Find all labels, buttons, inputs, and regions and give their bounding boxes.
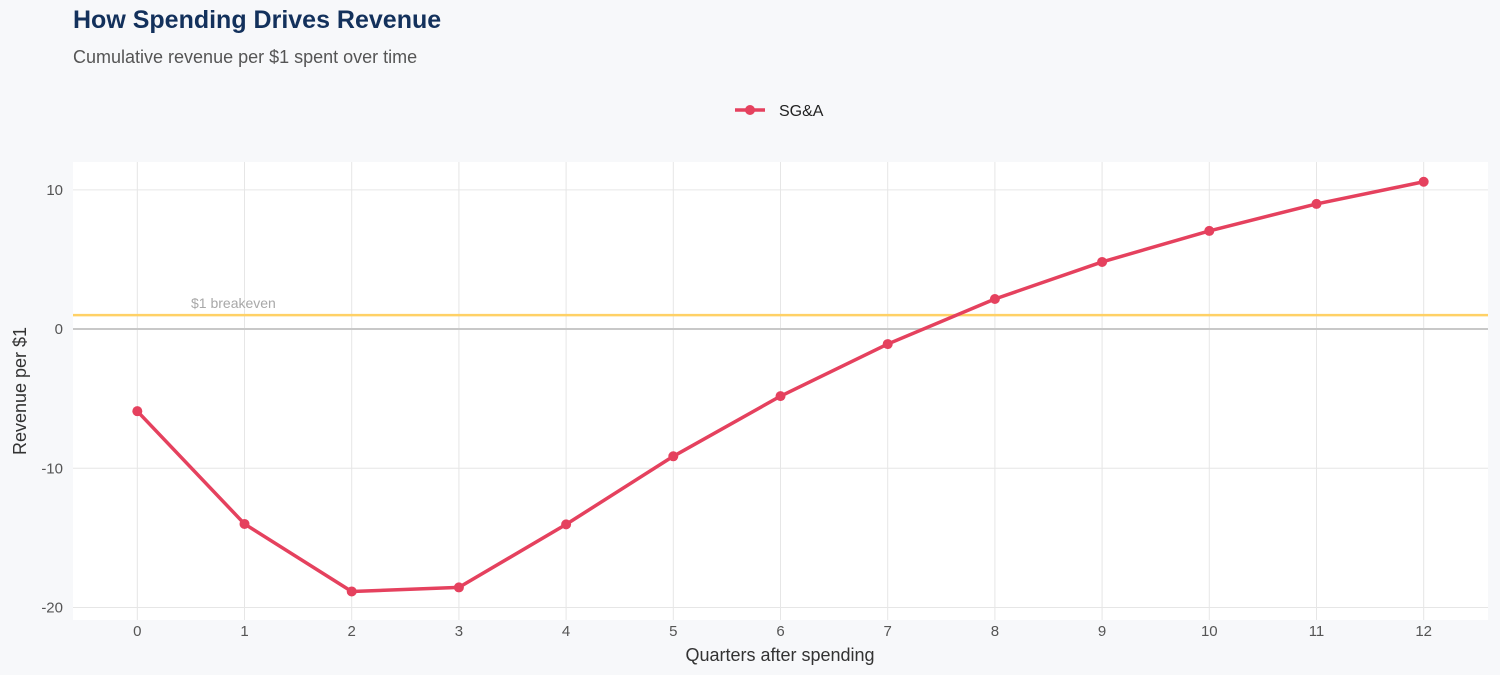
data-point	[239, 518, 250, 529]
x-tick-label: 9	[1098, 623, 1106, 640]
y-tick-label: -20	[41, 599, 63, 616]
y-tick-label: -10	[41, 460, 63, 477]
x-tick-label: 5	[669, 623, 677, 640]
data-point	[989, 293, 1000, 304]
x-tick-label: 0	[133, 623, 141, 640]
x-axis-title: Quarters after spending	[685, 645, 874, 665]
data-point	[561, 519, 572, 530]
legend-marker	[745, 105, 755, 115]
x-tick-label: 7	[884, 623, 892, 640]
x-tick-label: 3	[455, 623, 463, 640]
data-point	[1311, 198, 1322, 209]
data-point	[132, 406, 143, 417]
y-tick-label: 10	[46, 182, 63, 199]
data-point	[775, 391, 786, 402]
data-point	[1097, 256, 1108, 267]
y-axis-title: Revenue per $1	[10, 327, 30, 455]
data-point	[882, 339, 893, 350]
data-point	[668, 451, 679, 462]
chart-title: How Spending Drives Revenue	[73, 6, 442, 34]
x-tick-label: 11	[1309, 623, 1325, 640]
y-tick-label: 0	[55, 321, 63, 338]
x-tick-label: 4	[562, 623, 570, 640]
data-point	[1418, 176, 1429, 187]
data-point	[1204, 225, 1215, 236]
x-tick-label: 8	[991, 623, 999, 640]
x-tick-label: 12	[1415, 623, 1432, 640]
x-tick-label: 2	[348, 623, 356, 640]
x-tick-label: 1	[240, 623, 248, 640]
data-point	[453, 582, 464, 593]
x-tick-label: 6	[776, 623, 784, 640]
x-tick-label: 10	[1201, 623, 1218, 640]
data-point	[346, 586, 357, 597]
breakeven-label: $1 breakeven	[191, 295, 276, 311]
legend-label: SG&A	[779, 103, 824, 120]
chart-subtitle: Cumulative revenue per $1 spent over tim…	[73, 47, 418, 67]
